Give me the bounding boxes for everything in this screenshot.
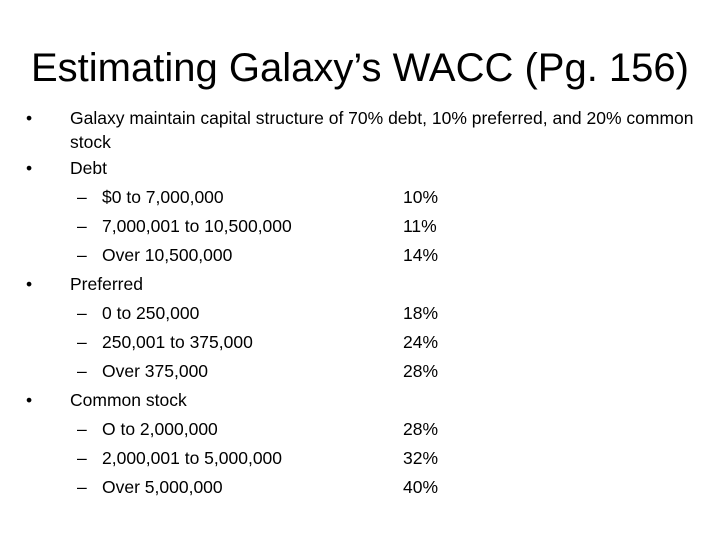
slide-content: • Galaxy maintain capital structure of 7…: [26, 104, 706, 502]
bullet-icon: •: [26, 158, 33, 178]
rate-row: – $0 to 7,000,000 10%: [26, 183, 706, 212]
section-heading: Debt: [70, 158, 107, 178]
rate-value: 18%: [403, 303, 439, 323]
range-label: 2,000,001 to 5,000,000: [102, 448, 283, 468]
range-label: 250,001 to 375,000: [102, 332, 253, 352]
rate-row: – 7,000,001 to 10,500,000 11%: [26, 212, 706, 241]
rate-row: – Over 375,000 28%: [26, 357, 706, 386]
intro-text: Galaxy maintain capital structure of 70%…: [70, 108, 694, 152]
rate-value: 11%: [403, 216, 437, 236]
range-label: Over 5,000,000: [102, 477, 223, 497]
dash-icon: –: [77, 448, 87, 468]
range-label: Over 10,500,000: [102, 245, 233, 265]
dash-icon: –: [77, 245, 87, 265]
bullet-icon: •: [26, 390, 33, 410]
slide-title: Estimating Galaxy’s WACC (Pg. 156): [31, 46, 689, 90]
rate-row: – O to 2,000,000 28%: [26, 415, 706, 444]
range-label: 0 to 250,000: [102, 303, 200, 323]
section-heading: Common stock: [70, 390, 187, 410]
intro-bullet: • Galaxy maintain capital structure of 7…: [26, 104, 706, 154]
range-label: $0 to 7,000,000: [102, 187, 224, 207]
rate-value: 28%: [403, 419, 439, 439]
rate-row: – 250,001 to 375,000 24%: [26, 328, 706, 357]
section-common-stock: • Common stock: [26, 386, 706, 415]
dash-icon: –: [77, 216, 87, 236]
dash-icon: –: [77, 361, 87, 381]
rate-row: – Over 5,000,000 40%: [26, 473, 706, 502]
dash-icon: –: [77, 187, 87, 207]
section-preferred: • Preferred: [26, 270, 706, 299]
dash-icon: –: [77, 332, 87, 352]
rate-value: 24%: [403, 332, 439, 352]
dash-icon: –: [77, 419, 87, 439]
rate-value: 10%: [403, 187, 439, 207]
rate-row: – Over 10,500,000 14%: [26, 241, 706, 270]
rate-value: 14%: [403, 245, 439, 265]
dash-icon: –: [77, 477, 87, 497]
range-label: Over 375,000: [102, 361, 209, 381]
range-label: 7,000,001 to 10,500,000: [102, 216, 292, 236]
rate-value: 28%: [403, 361, 439, 381]
section-heading: Preferred: [70, 274, 143, 294]
rate-row: – 2,000,001 to 5,000,000 32%: [26, 444, 706, 473]
rate-row: – 0 to 250,000 18%: [26, 299, 706, 328]
dash-icon: –: [77, 303, 87, 323]
bullet-icon: •: [26, 108, 33, 128]
bullet-icon: •: [26, 274, 33, 294]
rate-value: 32%: [403, 448, 439, 468]
range-label: O to 2,000,000: [102, 419, 218, 439]
section-debt: • Debt: [26, 154, 706, 183]
rate-value: 40%: [403, 477, 439, 497]
